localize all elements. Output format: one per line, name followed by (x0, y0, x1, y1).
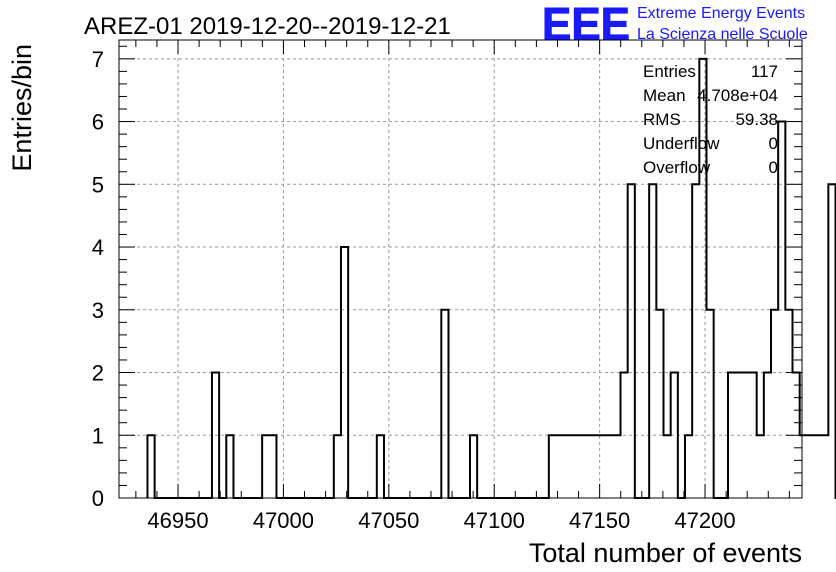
eee-logo-line2: La Scienza nelle Scuole (637, 26, 808, 43)
stats-label: RMS (643, 110, 681, 129)
y-tick-label: 5 (92, 172, 104, 197)
eee-logo-line1: Extreme Energy Events (637, 5, 805, 22)
x-tick-label: 47100 (464, 508, 525, 533)
stats-label: Overflow (643, 158, 711, 177)
eee-logo: EEE Extreme Energy Events La Scienza nel… (542, 0, 808, 51)
x-tick-label: 47000 (253, 508, 314, 533)
histogram-outline (146, 57, 836, 499)
x-tick-label: 47200 (674, 508, 735, 533)
plot-frame (118, 39, 803, 499)
y-tick-label: 0 (92, 486, 104, 511)
grid-lines (119, 40, 802, 498)
stats-box: Entries 117 Mean 4.708e+04 RMS 59.38 Underflow… (643, 62, 778, 177)
chart-title: AREZ-01 2019-12-20--2019-12-21 (84, 13, 451, 40)
y-axis-ticks: 0 1 2 3 4 5 6 7 (92, 45, 802, 511)
y-axis-title: Entries/bin (7, 44, 37, 172)
stats-label: Underflow (643, 134, 720, 153)
y-tick-label: 7 (92, 47, 104, 72)
x-tick-label: 47050 (358, 508, 419, 533)
y-tick-label: 6 (92, 110, 104, 135)
eee-logo-mark: EEE (542, 0, 630, 50)
stats-value: 117 (751, 62, 778, 81)
stats-label: Entries (643, 62, 696, 81)
x-axis-title: Total number of events (529, 538, 802, 568)
stats-value: 4.708e+04 (697, 86, 778, 105)
y-tick-label: 3 (92, 298, 104, 323)
y-tick-label: 1 (92, 423, 104, 448)
stats-value: 59.38 (735, 110, 778, 129)
y-tick-label: 4 (92, 235, 104, 260)
stats-label: Mean (643, 86, 686, 105)
x-tick-label: 46950 (147, 508, 208, 533)
x-axis-ticks: 46950 47000 47050 47100 47150 47200 (135, 40, 790, 533)
stats-value: 0 (769, 158, 778, 177)
stats-value: 0 (769, 134, 778, 153)
y-tick-label: 2 (92, 361, 104, 386)
x-tick-label: 47150 (569, 508, 630, 533)
